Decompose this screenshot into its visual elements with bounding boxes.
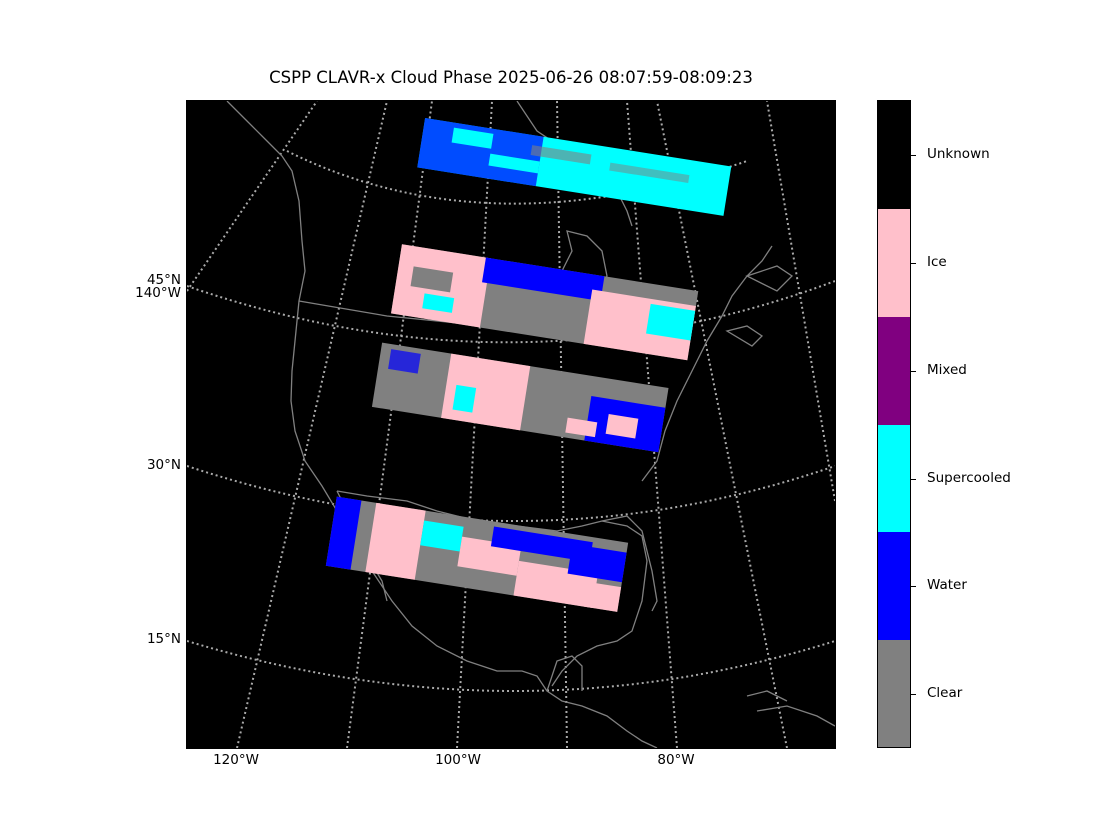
colorbar-label-mixed: Mixed xyxy=(927,362,967,378)
lon-line-110w xyxy=(346,101,433,748)
lat-line-30n xyxy=(187,465,835,522)
colorbar-swatch-ice xyxy=(878,209,910,317)
colorbar xyxy=(877,100,911,748)
colorbar-tick-clear xyxy=(910,694,916,695)
cuba xyxy=(756,705,835,727)
colorbar-tick-water xyxy=(910,586,916,587)
lon-line-80w xyxy=(626,101,678,748)
colorbar-swatch-clear xyxy=(878,640,910,747)
swath-4 xyxy=(325,496,629,612)
colorbar-tick-ice xyxy=(910,263,916,264)
lon-line-130w xyxy=(187,101,318,292)
newfoundland xyxy=(745,265,794,292)
colorbar-swatch-water xyxy=(878,532,910,640)
colorbar-label-ice: Ice xyxy=(927,254,947,270)
lat-label-15n: 15°N xyxy=(146,631,181,647)
us-mexico-border xyxy=(336,490,438,512)
plot-title: CSPP CLAVR-x Cloud Phase 2025-06-26 08:0… xyxy=(269,68,753,87)
colorbar-swatch-mixed xyxy=(878,317,910,425)
colorbar-tick-unknown xyxy=(910,155,916,156)
lon-line-120w xyxy=(236,101,388,748)
yucatan xyxy=(546,655,583,692)
graticule xyxy=(187,101,835,748)
lon-label-100w: 100°W xyxy=(435,752,481,768)
nova-scotia xyxy=(725,325,764,347)
lat-line-45n xyxy=(187,280,835,344)
caribbean-islands xyxy=(746,690,788,702)
lon-label-80w: 80°W xyxy=(657,752,695,768)
lat-label-45n: 45°N xyxy=(146,272,181,288)
map-panel[interactable] xyxy=(186,100,836,749)
swath-3 xyxy=(371,342,669,453)
lat-line-60n xyxy=(286,150,748,205)
colorbar-swatch-supercooled xyxy=(878,425,910,532)
lon-label-140w: 140°W xyxy=(135,285,181,301)
swath-2 xyxy=(391,244,699,361)
lat-line-15n xyxy=(187,640,835,692)
swath-1 xyxy=(417,118,732,216)
east-coast xyxy=(641,245,773,482)
colorbar-label-water: Water xyxy=(927,577,967,593)
map-canvas xyxy=(187,101,835,748)
colorbar-label-supercooled: Supercooled xyxy=(927,470,1011,486)
colorbar-label-unknown: Unknown xyxy=(927,146,990,162)
colorbar-tick-supercooled xyxy=(910,479,916,480)
colorbar-swatch-unknown xyxy=(878,101,910,209)
lon-label-120w: 120°W xyxy=(213,752,259,768)
colorbar-tick-mixed xyxy=(910,371,916,372)
colorbar-label-clear: Clear xyxy=(927,685,963,701)
florida xyxy=(601,515,658,612)
lat-label-30n: 30°N xyxy=(146,457,181,473)
